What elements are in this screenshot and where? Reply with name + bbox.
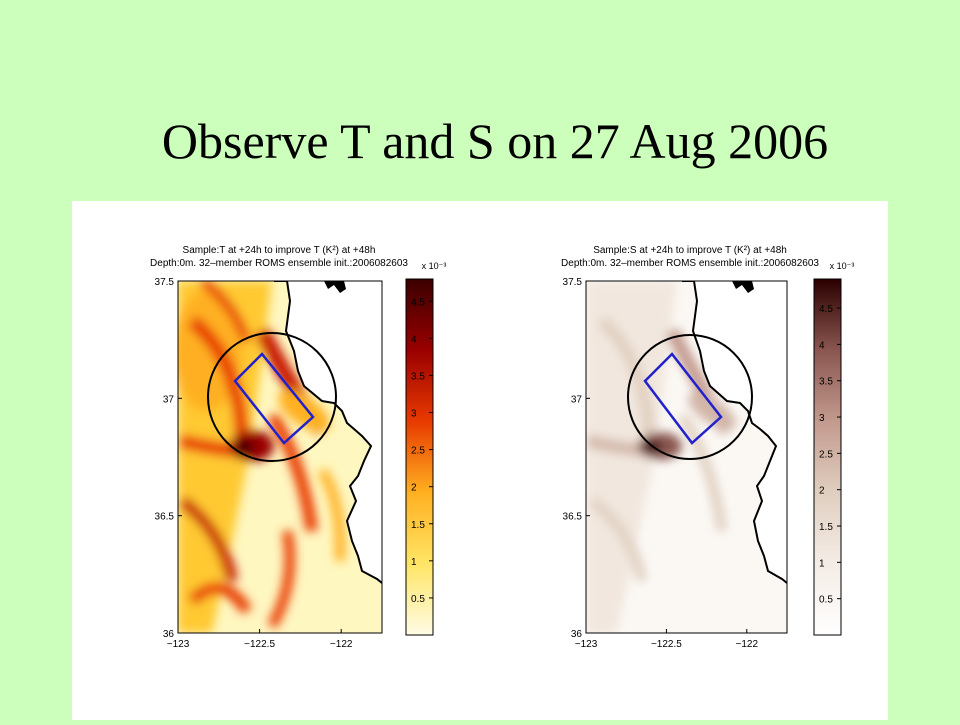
- map-salinity-colorbar-tick-label: 0.5: [819, 595, 833, 606]
- map-temperature-colorbar-tick-label: 1: [411, 557, 417, 568]
- map-salinity-colorbar-tick-label: 1: [819, 558, 825, 569]
- map-temperature: Sample:T at +24h to improve T (K²) at +4…: [150, 245, 446, 650]
- map-temperature-colorbar: x 10⁻³ 0.5 1 1.5 2 2.5 3 3.5 4 4.5: [405, 261, 447, 636]
- map-salinity-y-tick-label: 36.5: [563, 512, 583, 523]
- map-salinity-x-tick-label: −123: [575, 639, 598, 650]
- map-salinity-title-line2: Depth:0m. 32–member ROMS ensemble init.:…: [561, 258, 819, 269]
- map-temperature-colorbar-tick-label: 4: [411, 334, 417, 345]
- map-salinity-title-line1: Sample:S at +24h to improve T (K²) at +4…: [593, 245, 787, 256]
- map-temperature-circle: [207, 332, 337, 462]
- map-salinity-colorbar: x 10⁻³ 0.5 1 1.5 2 2.5 3 3.5 4 4.5: [813, 261, 855, 636]
- map-salinity-axes: −123 −122.5 −122 36 36.5 37 37.5: [563, 277, 759, 650]
- map-temperature-x-tick-label: −123: [167, 639, 190, 650]
- map-temperature-box: [233, 352, 315, 445]
- map-salinity-colorbar-tick-label: 4: [819, 340, 825, 351]
- map-temperature-colorbar-tick-label: 3: [411, 409, 417, 420]
- map-temperature-colorbar-tick-label: 1.5: [411, 520, 425, 531]
- map-salinity-x-tick-label: −122.5: [651, 639, 682, 650]
- map-salinity-colorbar-tick-label: 3.5: [819, 377, 833, 388]
- map-temperature-colorbar-ramp: [405, 278, 434, 636]
- map-temperature-colorbar-tick-label: 2: [411, 483, 417, 494]
- map-temperature-colorbar-tick-label: 0.5: [411, 594, 425, 605]
- map-salinity-colorbar-tick-label: 2.5: [819, 449, 833, 460]
- map-temperature-x-tick-label: −122: [330, 639, 353, 650]
- map-temperature-colorbar-exponent: x 10⁻³: [422, 261, 447, 271]
- map-temperature-colorbar-tick-label: 2.5: [411, 446, 425, 457]
- map-salinity-colorbar-tick-label: 1.5: [819, 522, 833, 533]
- map-temperature-field: [178, 281, 382, 633]
- map-salinity: Sample:S at +24h to improve T (K²) at +4…: [561, 245, 854, 650]
- map-salinity-colorbar-exponent: x 10⁻³: [830, 261, 855, 271]
- map-temperature-title-line2: Depth:0m. 32–member ROMS ensemble init.:…: [150, 258, 408, 269]
- map-salinity-y-tick-label: 36: [571, 629, 583, 640]
- map-temperature-y-tick-label: 36.5: [155, 512, 175, 523]
- map-temperature-colorbar-tick-label: 3.5: [411, 371, 425, 382]
- map-salinity-x-tick-label: −122: [736, 639, 759, 650]
- figure-panel: Sample:T at +24h to improve T (K²) at +4…: [72, 201, 888, 720]
- map-salinity-colorbar-tick-label: 2: [819, 486, 825, 497]
- map-salinity-circle: [627, 334, 753, 460]
- map-salinity-frame: [585, 280, 788, 634]
- map-temperature-colorbar-tick-label: 4.5: [411, 297, 425, 308]
- map-salinity-colorbar-ramp: [813, 278, 842, 636]
- map-temperature-title-line1: Sample:T at +24h to improve T (K²) at +4…: [183, 245, 376, 256]
- map-temperature-y-tick-label: 37: [163, 394, 175, 405]
- map-salinity-y-tick-label: 37.5: [563, 277, 583, 288]
- map-temperature-y-tick-label: 36: [163, 629, 175, 640]
- map-salinity-colorbar-tick-label: 3: [819, 413, 825, 424]
- figure-canvas: Sample:T at +24h to improve T (K²) at +4…: [150, 245, 854, 650]
- map-temperature-x-tick-label: −122.5: [244, 639, 275, 650]
- map-temperature-y-tick-label: 37.5: [155, 277, 175, 288]
- map-temperature-frame: [177, 280, 383, 634]
- map-salinity-y-tick-label: 37: [571, 394, 583, 405]
- map-salinity-field: [586, 281, 787, 633]
- map-salinity-box: [643, 352, 723, 445]
- slide-title: Observe T and S on 27 Aug 2006: [161, 113, 829, 169]
- map-temperature-axes: −123 −122.5 −122 36 36.5 37 37.5: [155, 277, 353, 650]
- map-salinity-colorbar-tick-label: 4.5: [819, 304, 833, 315]
